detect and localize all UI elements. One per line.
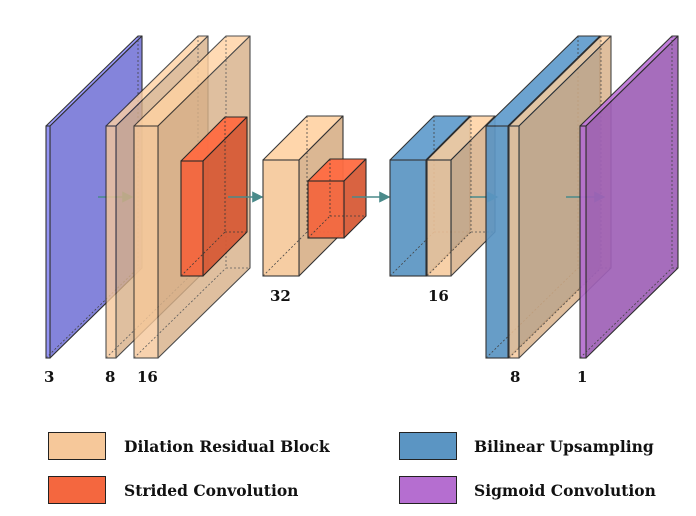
legend-strided-label: Strided Convolution	[124, 481, 299, 500]
legend-sigmoid-label: Sigmoid Convolution	[474, 481, 656, 500]
strided-conv-2	[307, 158, 367, 239]
dilation-block-3	[262, 115, 344, 277]
output-channels-label: 1	[577, 368, 588, 386]
legend-upsample-label: Bilinear Upsampling	[474, 437, 654, 456]
legend-upsample-swatch	[399, 432, 457, 460]
legend-dilation-swatch	[48, 432, 106, 460]
legend-sigmoid-swatch	[399, 476, 457, 504]
up1-channels-label: 16	[428, 287, 449, 305]
legend-strided-swatch	[48, 476, 106, 504]
mid-channels-label: 32	[270, 287, 291, 305]
legend-dilation-label: Dilation Residual Block	[124, 437, 330, 456]
up2-channels-label: 8	[510, 368, 521, 386]
block1-channels-label: 8	[105, 368, 116, 386]
input-channels-label: 3	[44, 368, 55, 386]
strided-conv-1	[180, 116, 248, 277]
dilation-block-4	[426, 115, 496, 277]
block2-channels-label: 16	[137, 368, 158, 386]
sigmoid-output	[579, 35, 679, 359]
